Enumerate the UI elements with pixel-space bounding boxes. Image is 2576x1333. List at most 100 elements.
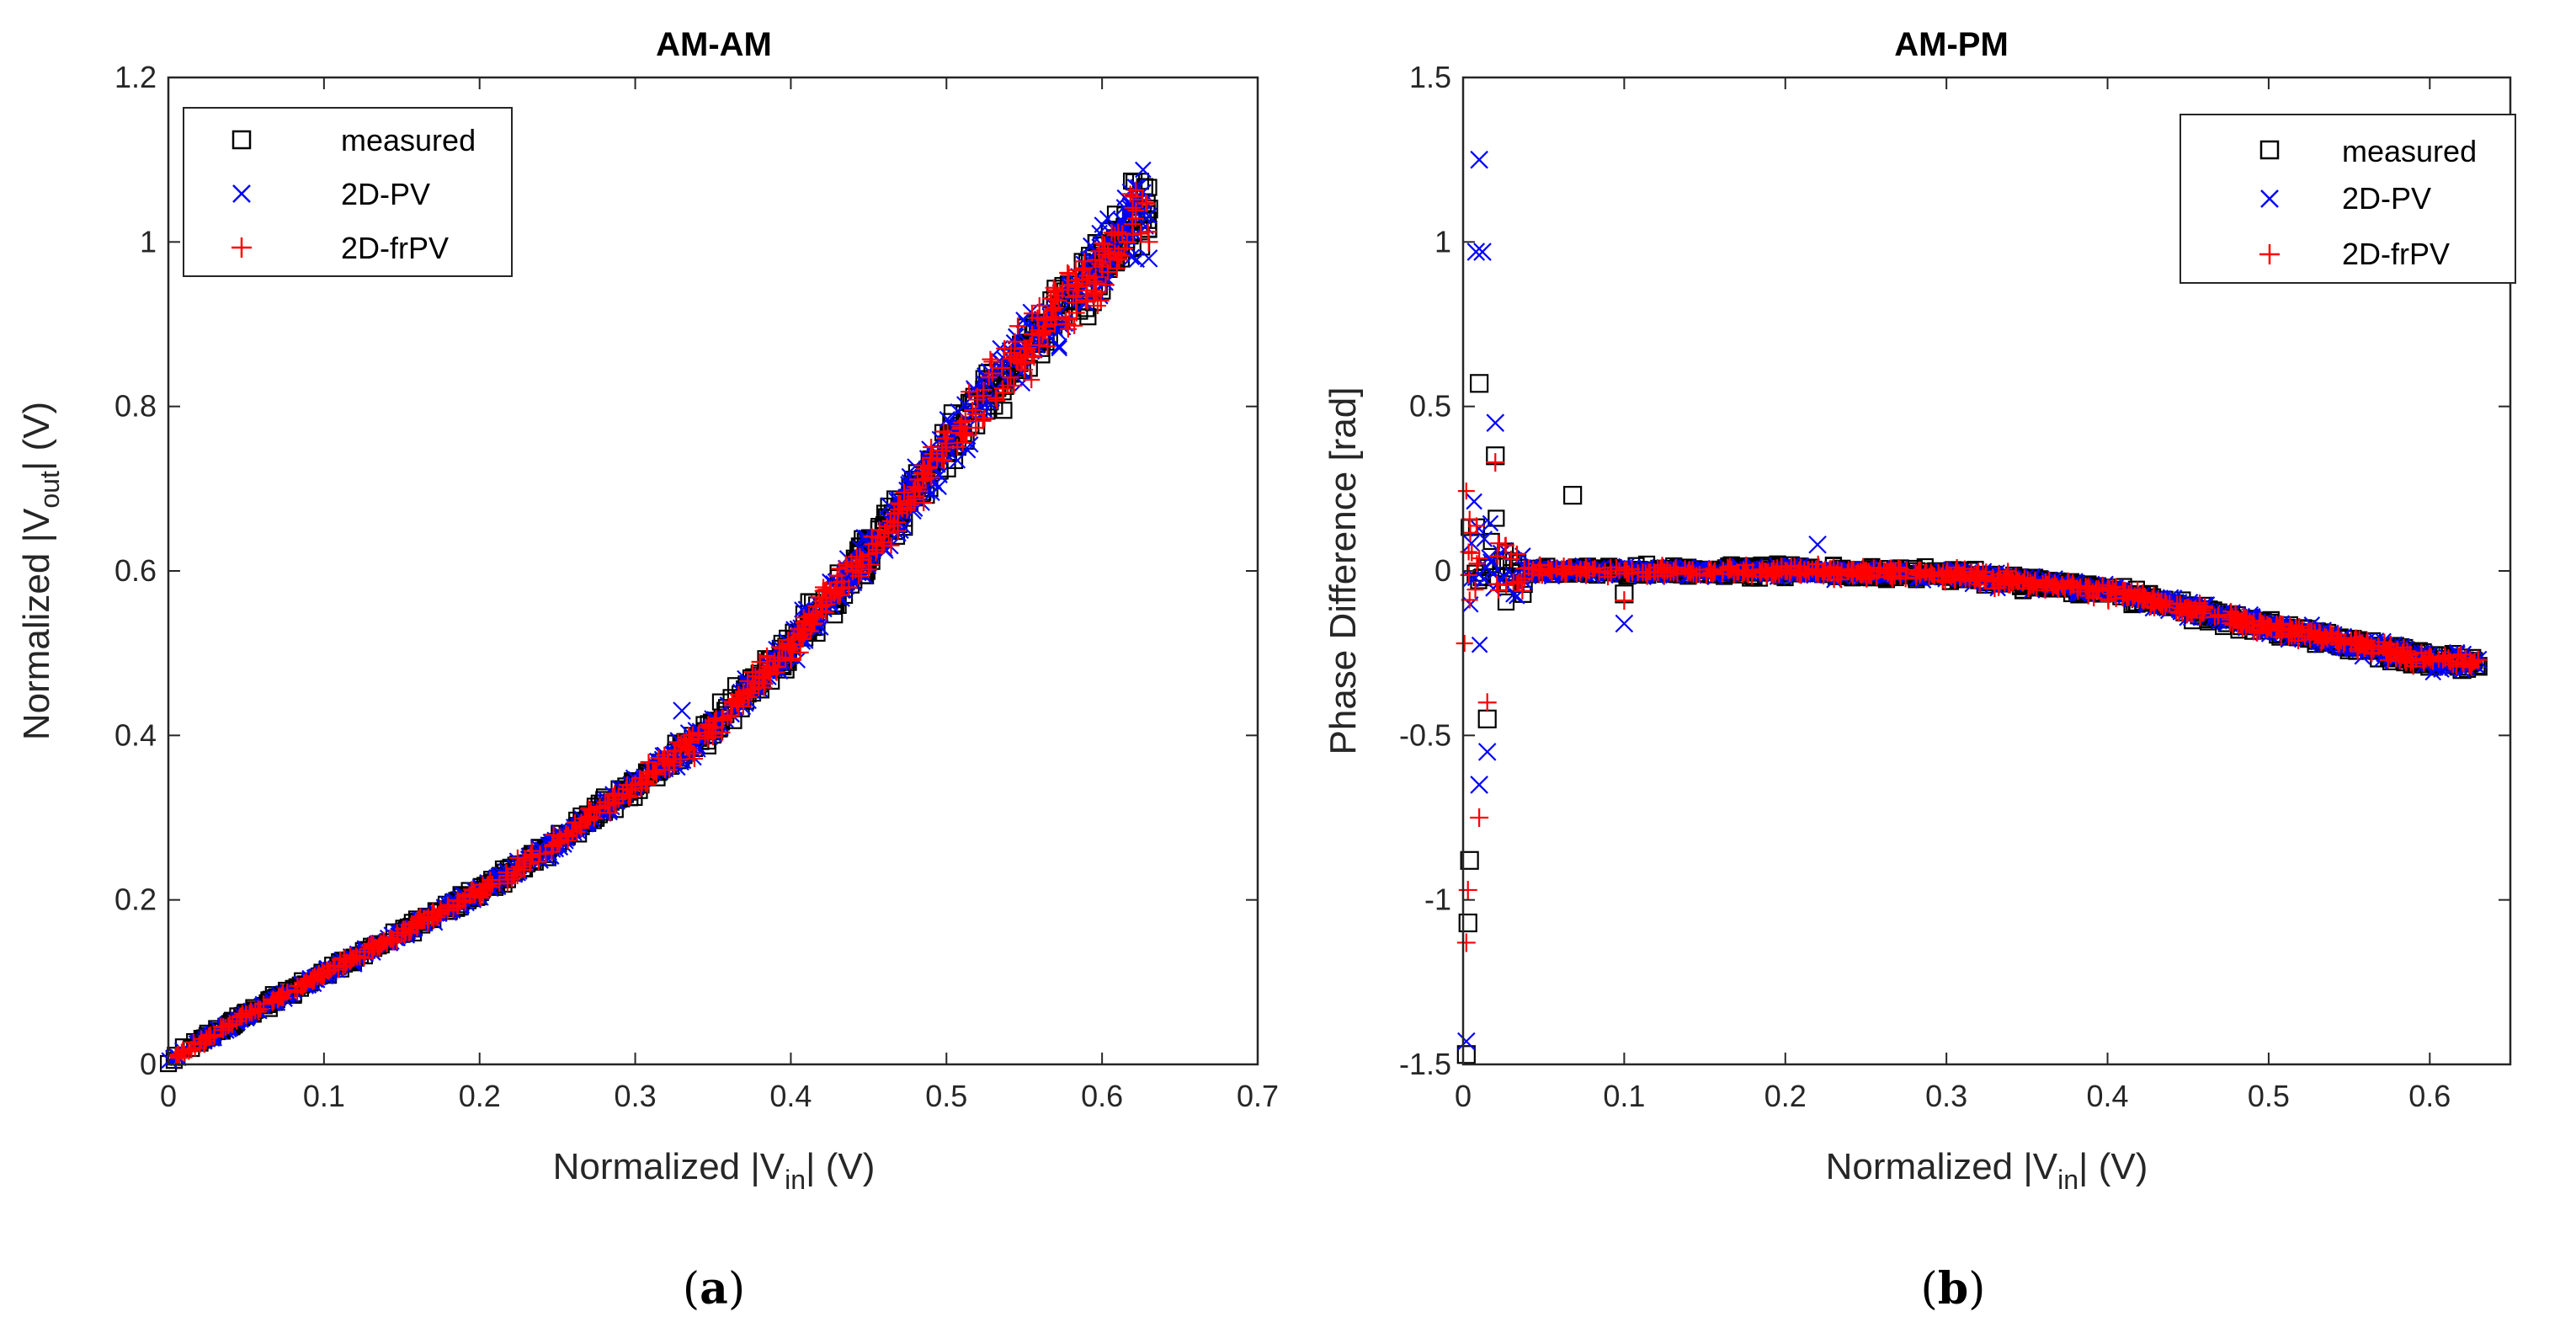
data-point xyxy=(1029,309,1046,327)
data-point xyxy=(1476,531,1493,547)
data-point xyxy=(1892,560,1909,578)
data-point xyxy=(409,910,427,928)
data-point xyxy=(886,505,903,523)
data-point xyxy=(2330,629,2348,647)
legend-label: 2D-PV xyxy=(341,177,430,211)
data-point xyxy=(228,1012,246,1030)
data-point xyxy=(325,957,343,975)
data-point xyxy=(2158,595,2175,612)
data-point xyxy=(746,675,764,693)
data-point xyxy=(2081,580,2099,598)
data-point xyxy=(2346,631,2364,648)
data-point xyxy=(579,812,597,829)
data-point xyxy=(1495,568,1512,584)
chart-title: AM-PM xyxy=(1894,26,2009,63)
data-point xyxy=(1763,565,1780,583)
data-point xyxy=(880,525,897,542)
data-point xyxy=(2455,655,2472,673)
legend-marker-x xyxy=(232,184,251,203)
data-point xyxy=(1808,535,1827,554)
data-point xyxy=(815,579,833,596)
data-point xyxy=(791,627,809,644)
data-point xyxy=(2174,605,2191,622)
data-point xyxy=(1560,558,1578,576)
x-tick-label: 0.4 xyxy=(2087,1079,2129,1113)
data-point xyxy=(1460,850,1479,870)
data-point xyxy=(1110,223,1127,241)
data-point xyxy=(335,949,353,967)
data-point xyxy=(768,664,785,681)
series-2D-PV xyxy=(1457,150,2488,1051)
data-point xyxy=(274,989,292,1007)
legend-label: measured xyxy=(2342,134,2477,168)
data-point xyxy=(1466,581,1484,599)
data-point xyxy=(1078,275,1095,292)
data-point xyxy=(999,376,1017,394)
legend-label: 2D-PV xyxy=(2342,181,2431,216)
data-point xyxy=(617,781,635,798)
series-measured xyxy=(1456,374,2488,1064)
data-point xyxy=(906,488,923,505)
data-point xyxy=(557,824,575,842)
data-point xyxy=(1937,564,1956,584)
data-point xyxy=(1134,191,1152,209)
data-point xyxy=(444,900,462,918)
x-tick-label: 0.6 xyxy=(2408,1079,2451,1113)
data-point xyxy=(1486,453,1505,472)
data-point xyxy=(249,1003,267,1021)
data-point xyxy=(2381,640,2398,658)
data-point xyxy=(292,978,310,995)
data-point xyxy=(2306,623,2323,641)
data-point xyxy=(1719,558,1737,576)
data-point xyxy=(1618,561,1636,579)
data-point xyxy=(2116,581,2133,599)
data-point xyxy=(198,1029,216,1047)
panel-b-am-pm: AM-PM 0 0.1 0.2 0.3 0.4 0.5 0.6 -1.5 -1 -0.5 0 0.5 1… xyxy=(1323,26,2516,1314)
data-point xyxy=(933,451,950,469)
data-point xyxy=(996,339,1014,357)
chart-title: AM-AM xyxy=(656,26,772,63)
panel-label: (a) xyxy=(683,1263,745,1314)
x-axis-label: Normalized |Vin| (V) xyxy=(553,1146,876,1195)
data-point xyxy=(1106,227,1124,244)
data-point xyxy=(1736,563,1754,581)
data-point xyxy=(1488,509,1505,527)
data-point xyxy=(1094,216,1111,233)
data-point xyxy=(1470,374,1489,393)
data-point xyxy=(801,607,818,625)
data-point xyxy=(1059,264,1077,282)
data-point xyxy=(1124,199,1142,216)
data-point xyxy=(1056,311,1074,328)
data-point xyxy=(1466,243,1486,261)
data-point xyxy=(523,842,540,860)
data-point xyxy=(923,469,940,487)
data-point xyxy=(212,1018,230,1036)
data-point xyxy=(1086,251,1104,269)
data-point xyxy=(1685,565,1702,583)
data-point xyxy=(1014,339,1034,359)
data-point xyxy=(1615,614,1634,633)
data-point xyxy=(889,522,907,540)
data-point xyxy=(1456,635,1473,653)
data-point xyxy=(2297,628,2314,646)
data-point xyxy=(2191,609,2209,627)
data-point xyxy=(1051,339,1067,357)
data-point xyxy=(1743,568,1761,585)
data-point xyxy=(1482,515,1499,532)
data-point xyxy=(1108,259,1126,277)
x-tick-label: 0.4 xyxy=(769,1079,812,1113)
data-point xyxy=(1471,636,1488,653)
data-point xyxy=(1658,561,1676,579)
legend-marker-plus xyxy=(2259,244,2280,264)
data-point xyxy=(2363,637,2381,655)
data-point xyxy=(934,423,952,440)
data-point xyxy=(2259,617,2278,637)
data-point xyxy=(812,598,830,616)
data-point xyxy=(982,350,999,368)
data-point xyxy=(1467,517,1485,535)
y-tick-label: 1 xyxy=(140,224,157,259)
data-point xyxy=(1076,253,1094,270)
data-point xyxy=(1935,563,1952,581)
data-point xyxy=(1514,582,1531,600)
